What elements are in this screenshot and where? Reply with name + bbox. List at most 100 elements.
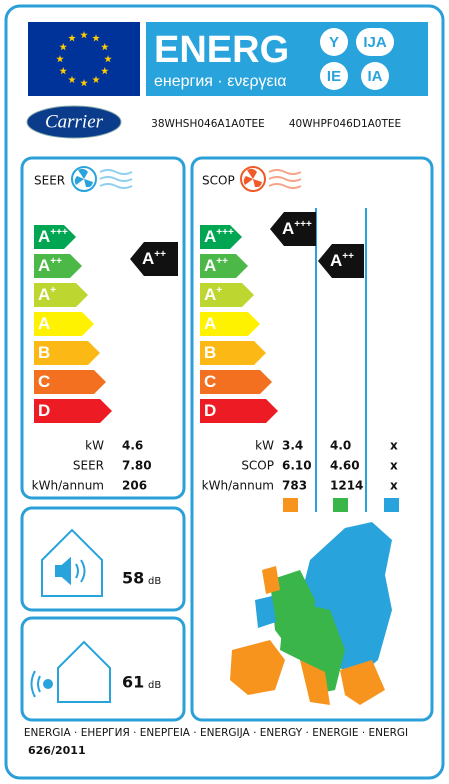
cooling-label: SEER — [34, 174, 65, 188]
heating-rating-average-text: A++ — [330, 251, 354, 270]
flag-star — [59, 67, 67, 75]
class-label: A+ — [38, 285, 56, 304]
class-letter: A — [282, 219, 294, 238]
class-sup: ++ — [50, 256, 62, 267]
class-label: A — [38, 314, 50, 333]
badge — [320, 28, 348, 56]
class-label: A — [204, 314, 216, 333]
flag-star — [92, 75, 100, 83]
europe-map — [230, 522, 392, 705]
class-label: B — [204, 343, 216, 362]
class-sup: +++ — [294, 219, 312, 230]
class-arrow — [34, 341, 100, 365]
flag-star — [92, 34, 100, 42]
class-arrow — [200, 283, 254, 307]
model-outdoor: 40WHPF046D1A0TEE — [289, 118, 401, 130]
indoor-noise-value: 58 — [122, 569, 144, 588]
class-label: A+ — [204, 285, 222, 304]
class-sup: + — [216, 285, 222, 296]
flag-star — [80, 79, 88, 87]
badge-text: IA — [368, 68, 383, 85]
heating-rating-average — [318, 244, 364, 278]
cooling-rating-text: A++ — [142, 249, 166, 268]
class-letter: A — [204, 314, 216, 333]
class-sup: ++ — [342, 251, 354, 262]
class-arrow — [34, 399, 112, 423]
class-sup: ++ — [216, 256, 228, 267]
badge — [361, 62, 389, 90]
footer-languages: ENERGIA · ЕНЕРГИЯ · ΕΝΕΡΓΕΙΑ · ENERGIJA … — [24, 727, 408, 739]
cooling-row-label: kWh/annum — [32, 479, 104, 493]
heating-row-value: 1214 — [330, 479, 363, 493]
class-label: D — [38, 401, 50, 420]
class-arrow — [34, 312, 94, 336]
banner-subtitle: енергия · ενεργεια — [154, 73, 287, 90]
heating-row-value: x — [390, 459, 398, 473]
cooling-rating — [130, 242, 178, 276]
cooling-row-label: SEER — [73, 459, 104, 473]
class-arrow — [34, 370, 106, 394]
heating-row-value: 4.60 — [330, 459, 360, 473]
flag-star — [68, 34, 76, 42]
class-letter: A — [204, 285, 216, 304]
heating-fan-icon — [240, 166, 302, 192]
outdoor-noise-unit: dB — [148, 680, 161, 691]
regulation: 626/2011 — [28, 744, 86, 757]
heating-row-value: 4.0 — [330, 439, 351, 453]
heating-row-label: SCOP — [241, 459, 274, 473]
flag-star — [59, 43, 67, 51]
class-letter: D — [204, 401, 216, 420]
class-label: A++ — [38, 256, 62, 275]
badge-text: IE — [327, 68, 341, 85]
class-arrow — [200, 399, 278, 423]
outdoor-noise-value: 61 — [122, 673, 144, 692]
class-label: B — [38, 343, 50, 362]
colder-climate-key — [384, 498, 399, 512]
average-climate-key — [333, 498, 348, 512]
class-letter: A — [204, 227, 216, 246]
class-arrow — [200, 370, 272, 394]
class-letter: C — [204, 372, 216, 391]
heating-rating-warmer-text: A+++ — [282, 219, 312, 238]
cooling-fan-icon — [71, 166, 133, 192]
class-label: A+++ — [204, 227, 234, 246]
cooling-row-label: kW — [85, 439, 104, 453]
heating-rating-warmer — [270, 212, 316, 246]
class-letter: B — [38, 343, 50, 362]
heating-row-value: x — [390, 479, 398, 493]
class-label: C — [38, 372, 50, 391]
heating-row-value: x — [390, 439, 398, 453]
brand-name: Carrier — [45, 111, 104, 132]
class-letter: A — [142, 249, 154, 268]
class-label: A++ — [204, 256, 228, 275]
class-sup: ++ — [154, 249, 166, 260]
flag-star — [101, 43, 109, 51]
indoor-noise-unit: dB — [148, 576, 161, 587]
class-sup: +++ — [50, 227, 68, 238]
cooling-panel — [20, 156, 186, 500]
class-label: A+++ — [38, 227, 68, 246]
flag-star — [80, 31, 88, 39]
badge-text: IJA — [363, 34, 387, 51]
cooling-row-value: 206 — [122, 479, 147, 493]
class-letter: A — [38, 227, 50, 246]
banner-title: ENERG — [154, 29, 289, 71]
heating-row-label: kW — [255, 439, 274, 453]
class-arrow — [200, 341, 266, 365]
class-sup: + — [50, 285, 56, 296]
flag-star — [104, 55, 112, 63]
class-label: D — [204, 401, 216, 420]
class-arrow — [200, 254, 248, 278]
flag-star — [101, 67, 109, 75]
flag-star — [56, 55, 64, 63]
class-letter: B — [204, 343, 216, 362]
badge — [320, 62, 348, 90]
class-letter: A — [38, 285, 50, 304]
class-arrow — [200, 312, 260, 336]
heating-row-value: 6.10 — [282, 459, 312, 473]
heating-panel — [190, 156, 434, 722]
flag-star — [68, 75, 76, 83]
class-letter: D — [38, 401, 50, 420]
class-letter: A — [204, 256, 216, 275]
